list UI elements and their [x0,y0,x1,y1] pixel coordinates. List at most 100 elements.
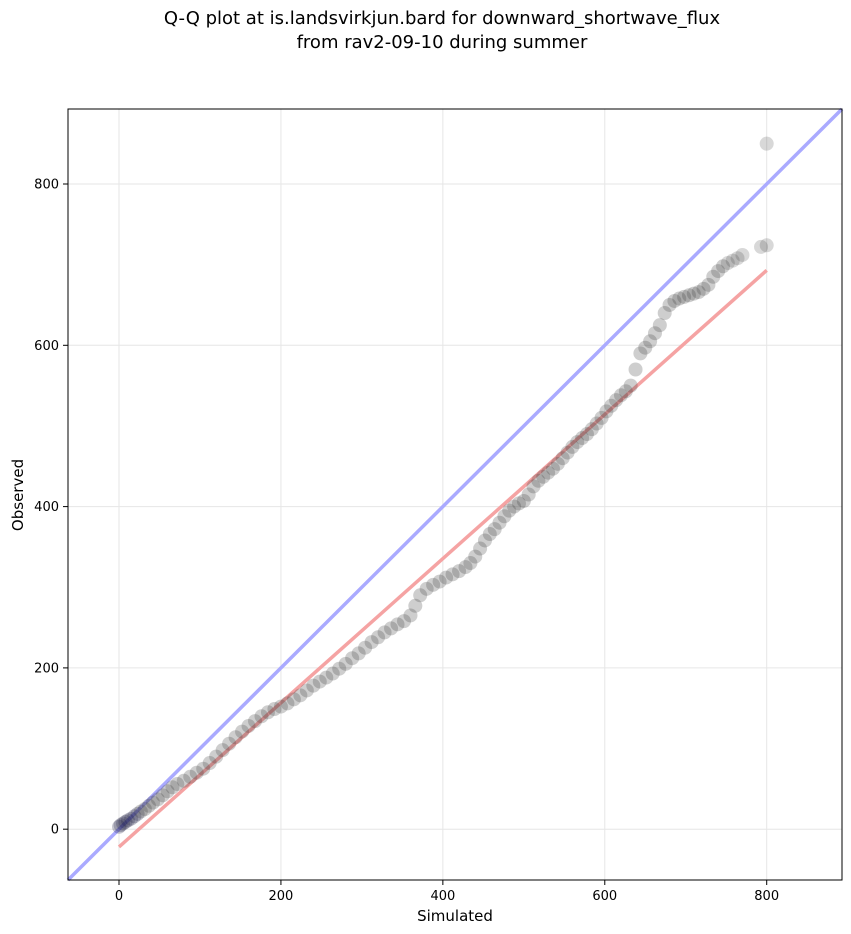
x-tick-label: 400 [430,889,455,904]
chart-title-line-1: Q-Q plot at is.landsvirkjun.bard for dow… [164,8,721,29]
scatter-point [647,326,662,341]
scatter-point [725,253,740,268]
scatter-point [403,608,418,623]
scatter-point [160,784,175,799]
scatter-point [338,656,353,671]
scatter-point [473,541,488,556]
scatter-point [589,416,604,431]
scatter-point [511,496,526,511]
scatter-point [482,527,497,542]
x-tick-label: 800 [754,889,779,904]
scatter-point [604,398,619,413]
scatter-point [419,581,434,596]
scatter-point [686,286,701,301]
scatter-point [502,503,517,518]
x-tick-label: 600 [592,889,617,904]
scatter-point [112,819,127,834]
scatter-point [463,556,478,571]
scatter-point [124,811,139,826]
scatter-point [730,251,745,266]
scatter-point [141,798,156,813]
scatter-point [202,756,217,771]
axis-ticks: 0 200 400 600 800 0 200 400 600 800 [34,178,779,904]
scatter-point [299,683,314,698]
scatter-point [706,269,721,284]
scatter-point [120,813,135,828]
y-tick-label: 600 [34,339,59,354]
scatter-point [531,473,546,488]
one-to-one-line [66,107,844,882]
scatter-point [759,136,774,151]
scatter-point [613,388,628,403]
scatter-point [345,651,360,666]
scatter-point [759,238,774,253]
scatter-point [575,431,590,446]
scatter-point [426,577,441,592]
scatter-point [711,264,726,279]
scatter-point [599,404,614,419]
x-axis-label: Simulated [417,907,493,925]
scatter-point [189,765,204,780]
scatter-point [720,256,735,271]
scatter-point [332,661,347,676]
scatter-point [241,718,256,733]
scatter-point [545,461,560,476]
scatter-point [570,435,585,450]
reference-lines [66,107,844,882]
scatter-point [516,493,531,508]
scatter-point [452,564,467,579]
scatter-point [701,277,716,292]
grid [68,109,842,880]
scatter-point [170,777,185,792]
scatter-point [130,806,145,821]
scatter-point [196,761,211,776]
scatter-point [492,515,507,530]
scatter-point [273,699,288,714]
scatter-point [137,802,152,817]
scatter-point [176,773,191,788]
y-tick-label: 200 [34,661,59,676]
scatter-point [536,469,551,484]
scatter-point [507,499,522,514]
scatter-point [183,769,198,784]
scatter-point [293,688,308,703]
scatter-point [445,567,460,582]
scatter-point [150,792,165,807]
x-tick-label: 0 [115,889,123,904]
scatter-point [396,614,411,629]
scatter-point [555,451,570,466]
scatter-point [390,617,405,632]
scatter-point [609,393,624,408]
scatter-point [643,334,658,349]
scatter-point [633,346,648,361]
scatter-point [541,465,556,480]
scatter-point [526,479,541,494]
scatter-point [696,281,711,296]
plot-frame [67,108,843,881]
scatter-point [439,570,454,585]
y-tick-label: 800 [34,178,59,193]
scatter-point [754,239,769,254]
scatter-point [468,549,483,564]
scatter-point [377,625,392,640]
scatter-point [667,293,682,308]
scatter-point [319,670,334,685]
scatter-point [133,804,148,819]
y-axis-label: Observed [9,459,27,531]
y-tick-label: 400 [34,500,59,515]
scatter-point [691,285,706,300]
scatter-point [325,666,340,681]
scatter-point [584,422,599,437]
scatter-point [672,291,687,306]
scatter-point [351,646,366,661]
scatter-point [657,306,672,321]
scatter-point [628,362,643,377]
scatter-point [458,560,473,575]
y-tick-label: 0 [51,823,59,838]
scatter-point [560,445,575,460]
scatter-point [681,288,696,303]
scatter-points [112,136,774,834]
scatter-point [306,678,321,693]
scatter-point [267,702,282,717]
